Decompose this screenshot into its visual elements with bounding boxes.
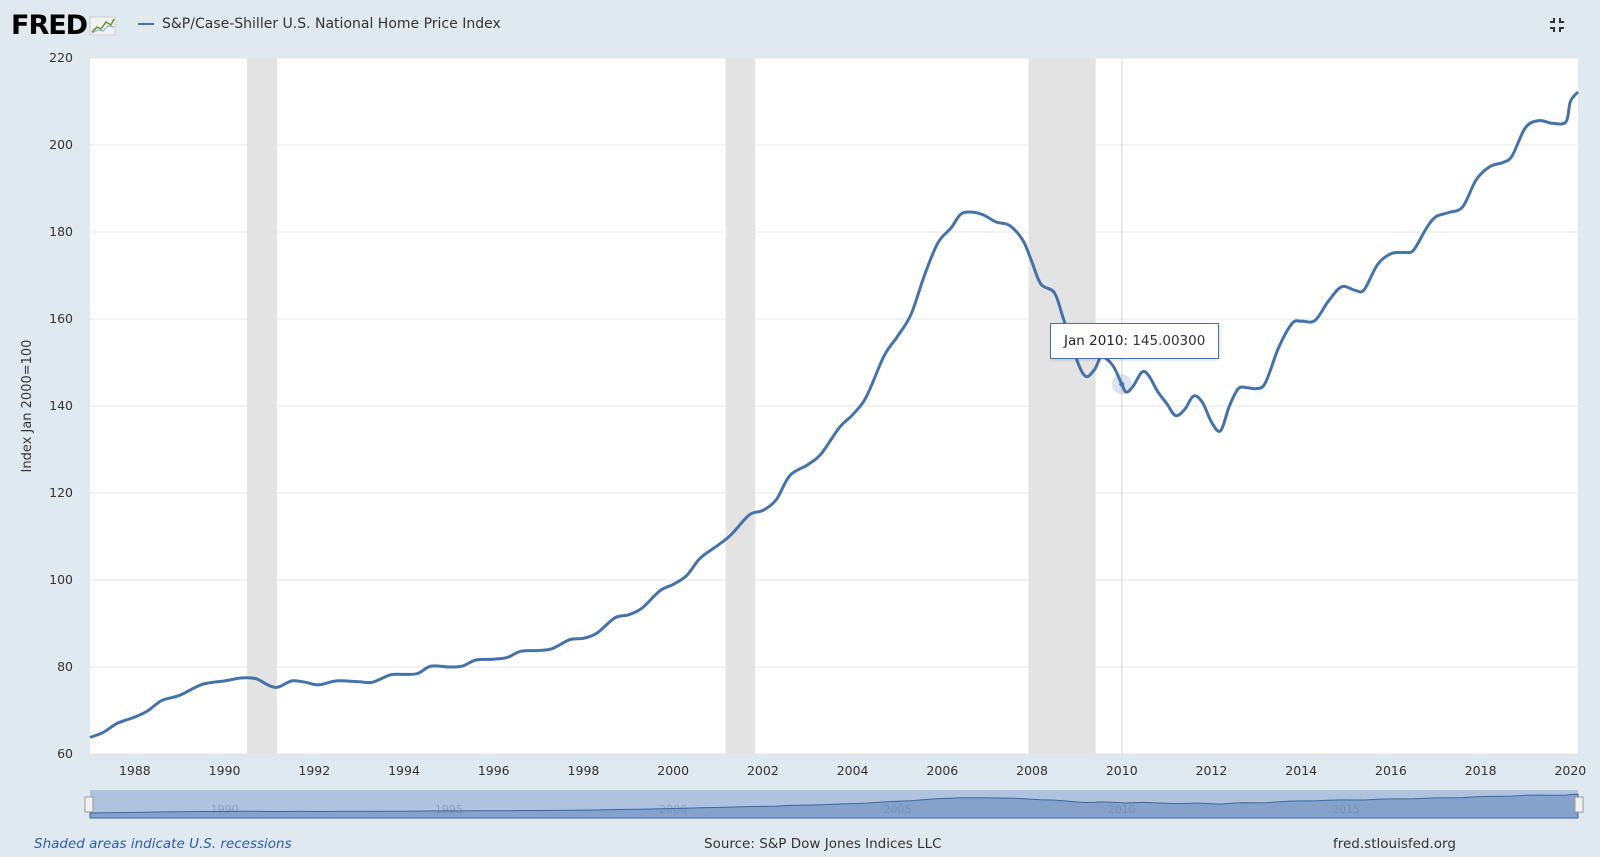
x-tick-label: 1994: [388, 763, 420, 778]
x-tick-label: 2012: [1196, 763, 1228, 778]
x-tick-label: 2002: [747, 763, 779, 778]
fred-logo[interactable]: FRED: [11, 10, 117, 41]
x-tick-label: 2000: [657, 763, 689, 778]
navigator-series: [89, 793, 1579, 819]
exit-fullscreen-icon[interactable]: [1548, 16, 1566, 34]
x-tick-label: 2018: [1465, 763, 1497, 778]
series-line[interactable]: [89, 90, 1580, 739]
x-tick-label: 2008: [1016, 763, 1048, 778]
logo-text: FRED: [11, 10, 88, 41]
y-tick-label: 180: [49, 224, 73, 239]
x-tick-label: 2010: [1106, 763, 1138, 778]
x-tick-label: 1990: [209, 763, 241, 778]
x-tick-label: 1992: [298, 763, 330, 778]
tooltip-value: 145.00300: [1132, 333, 1206, 349]
x-tick-label: 1998: [568, 763, 600, 778]
navigator-right-handle[interactable]: [1574, 796, 1584, 813]
y-tick-label: 120: [49, 485, 73, 500]
y-tick-label: 80: [57, 659, 73, 674]
data-tooltip: Jan 2010: 145.00300: [1050, 323, 1220, 359]
y-tick-label: 100: [49, 572, 73, 587]
grid-lines: [90, 57, 1578, 755]
chart-legend[interactable]: S&P/Case-Shiller U.S. National Home Pric…: [138, 16, 501, 32]
y-axis-title: Index Jan 2000=100: [20, 340, 35, 473]
y-tick-label: 220: [49, 50, 73, 65]
x-tick-label: 2016: [1375, 763, 1407, 778]
y-axis: 60 80 100 120 140 160 180 200 220: [49, 50, 73, 761]
x-axis: 1988 1990 1992 1994 1996 1998 2000 2002 2004 2006…: [119, 763, 1586, 778]
y-tick-label: 160: [49, 311, 73, 326]
x-tick-label: 2020: [1554, 763, 1586, 778]
x-tick-label: 2014: [1285, 763, 1317, 778]
y-tick-label: 60: [57, 746, 73, 761]
navigator-left-handle[interactable]: [84, 796, 94, 813]
site-credit[interactable]: fred.stlouisfed.org: [1333, 836, 1456, 852]
source-credit: Source: S&P Dow Jones Indices LLC: [704, 836, 942, 852]
x-tick-label: 2004: [837, 763, 869, 778]
legend-swatch: [138, 23, 154, 25]
y-tick-label: 200: [49, 137, 73, 152]
y-tick-label: 140: [49, 398, 73, 413]
hover-point[interactable]: [1119, 381, 1125, 387]
chart-logo-icon: [89, 16, 116, 35]
tooltip-date: Jan 2010:: [1064, 333, 1129, 349]
legend-label: S&P/Case-Shiller U.S. National Home Pric…: [162, 16, 501, 32]
x-tick-label: 2006: [926, 763, 958, 778]
recession-note[interactable]: Shaded areas indicate U.S. recessions: [34, 836, 292, 852]
x-tick-label: 1996: [478, 763, 510, 778]
x-tick-label: 1988: [119, 763, 151, 778]
